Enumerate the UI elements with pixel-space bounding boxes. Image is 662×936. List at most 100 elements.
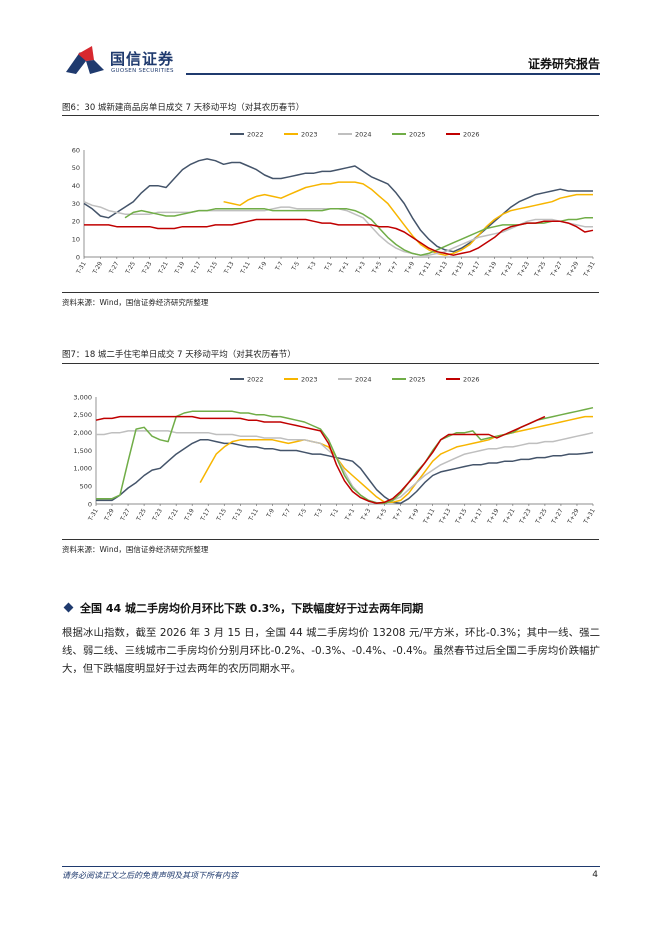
series-line-2025 [96, 406, 594, 505]
x-tick-label: T+9 [403, 260, 416, 275]
x-tick-label: T+23 [518, 507, 533, 526]
x-tick-label: T-1 [323, 260, 334, 272]
x-tick-label: T-25 [124, 260, 137, 276]
series-line-2023 [223, 181, 593, 256]
x-tick-label: T+3 [354, 260, 367, 275]
footer-divider [62, 866, 600, 867]
y-tick-label: 30 [72, 200, 80, 208]
x-tick-label: T+27 [549, 260, 564, 279]
y-tick-label: 1,500 [73, 447, 92, 455]
guosen-logo: 国信证券 GUOSEN SECURITIES [64, 44, 184, 80]
x-tick-label: T-13 [222, 260, 235, 276]
x-tick-label: T-17 [190, 260, 203, 276]
y-tick-label: 0 [88, 500, 92, 508]
x-tick-label: T+15 [451, 260, 466, 279]
series-line-2023 [199, 415, 593, 503]
legend-label-2025: 2025 [409, 131, 426, 139]
x-tick-label: T-27 [108, 260, 121, 276]
y-tick-label: 1,000 [73, 465, 92, 473]
x-tick-label: T+27 [550, 507, 565, 526]
legend-label-2022: 2022 [247, 131, 264, 139]
x-tick-label: T-7 [274, 260, 285, 272]
report-type-label: 证券研究报告 [527, 57, 600, 71]
x-tick-label: T-23 [151, 507, 164, 523]
x-tick-label: T-11 [247, 507, 260, 523]
x-tick-label: T-19 [183, 507, 196, 523]
section-body-paragraph: 根据冰山指数，截至 2026 年 3 月 15 日，全国 44 城二手房均价 1… [62, 627, 600, 675]
legend-label-2024: 2024 [355, 376, 372, 384]
x-tick-label: T-5 [297, 507, 308, 519]
footer-disclaimer: 请务必阅读正文之后的免责声明及其项下所有内容 [62, 871, 238, 880]
x-tick-label: T-13 [231, 507, 244, 523]
y-tick-label: 3,000 [73, 393, 92, 401]
x-tick-label: T-3 [306, 260, 317, 272]
x-tick-label: T+21 [500, 260, 515, 279]
figure-7-title: 图7：18 城二手住宅单日成交 7 天移动平均（对其农历春节） [62, 350, 296, 360]
x-tick-label: T+31 [582, 507, 597, 526]
y-tick-label: 40 [72, 182, 80, 190]
x-tick-label: T+25 [533, 260, 548, 279]
legend-label-2023: 2023 [301, 376, 318, 384]
x-tick-label: T+3 [359, 507, 372, 522]
x-tick-label: T-31 [87, 507, 100, 523]
y-tick-label: 50 [72, 164, 80, 172]
x-tick-label: T+17 [470, 507, 485, 526]
legend-label-2026: 2026 [463, 131, 480, 139]
series-line-2024 [96, 430, 594, 505]
x-tick-label: T+5 [375, 507, 388, 522]
x-tick-label: T+11 [422, 507, 437, 526]
x-tick-label: T+9 [408, 507, 421, 522]
series-line-2022 [96, 439, 594, 505]
y-tick-label: 2,000 [73, 429, 92, 437]
figure-6-title: 图6：30 城新建商品房单日成交 7 天移动平均（对其农历春节） [62, 103, 305, 113]
x-tick-label: T+19 [483, 260, 498, 279]
section-heading-text: 全国 44 城二手房均价月环比下跌 0.3%，下跌幅度好于过去两年同期 [80, 602, 424, 615]
x-tick-label: T+29 [566, 260, 581, 279]
x-tick-label: T+13 [434, 260, 449, 279]
x-tick-label: T-1 [329, 507, 340, 519]
x-tick-label: T+7 [392, 507, 405, 522]
x-tick-label: T+15 [454, 507, 469, 526]
series-line-2026 [84, 218, 594, 256]
x-tick-label: T+1 [343, 507, 356, 522]
x-tick-label: T+21 [502, 507, 517, 526]
x-tick-label: T-3 [313, 507, 324, 519]
diamond-bullet-icon [63, 602, 74, 613]
x-tick-label: T-17 [199, 507, 212, 523]
x-tick-label: T-25 [135, 507, 148, 523]
x-tick-label: T+29 [566, 507, 581, 526]
x-tick-label: T-19 [173, 260, 186, 276]
series-line-2026 [95, 415, 546, 505]
x-tick-label: T-9 [257, 260, 268, 272]
legend-label-2022: 2022 [247, 376, 264, 384]
x-tick-label: T-23 [140, 260, 153, 276]
series-line-2025 [124, 208, 593, 256]
y-tick-label: 500 [80, 482, 92, 490]
x-tick-label: T-29 [91, 260, 104, 276]
figure-6-bottom-rule [62, 292, 599, 293]
figure-7-chart: 2022 2023 2024 2025 2026 0 500 1,000 1,500 2,000 2… [73, 376, 597, 527]
legend-label-2026: 2026 [463, 376, 480, 384]
section-heading: 全国 44 城二手房均价月环比下跌 0.3%，下跌幅度好于过去两年同期 [62, 600, 423, 616]
x-tick-label: T-15 [215, 507, 228, 523]
x-tick-label: T+13 [438, 507, 453, 526]
x-tick-label: T+11 [418, 260, 433, 279]
x-tick-label: T-9 [265, 507, 276, 519]
y-tick-label: 20 [72, 218, 80, 226]
x-tick-label: T-7 [281, 507, 292, 519]
guosen-logo-mark [66, 46, 104, 74]
x-tick-label: T+31 [582, 260, 597, 279]
page-number: 4 [592, 870, 598, 880]
x-tick-label: T+1 [338, 260, 351, 275]
legend-label-2025: 2025 [409, 376, 426, 384]
y-tick-label: 2,500 [73, 411, 92, 419]
x-tick-label: T-31 [75, 260, 88, 276]
figure-6-source: 资料来源：Wind，国信证券经济研究所整理 [62, 298, 209, 307]
y-tick-label: 0 [76, 253, 80, 261]
x-tick-label: T-21 [157, 260, 170, 276]
x-tick-label: T+5 [370, 260, 383, 275]
legend-label-2023: 2023 [301, 131, 318, 139]
x-tick-label: T-15 [206, 260, 219, 276]
legend-label-2024: 2024 [355, 131, 372, 139]
figure-7-source: 资料来源：Wind，国信证券经济研究所整理 [62, 545, 209, 554]
